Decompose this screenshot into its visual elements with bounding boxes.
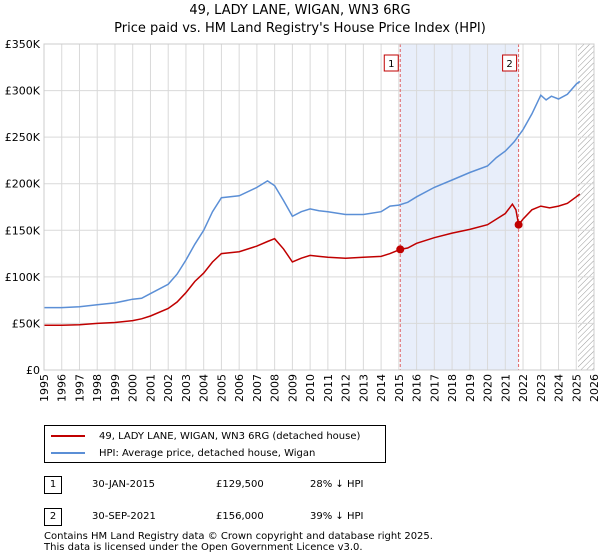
x-tick-label: 2007 — [251, 374, 264, 402]
x-tick-label: 1995 — [38, 374, 51, 402]
marker-2-box — [502, 54, 518, 72]
x-tick-label: 2003 — [180, 374, 193, 402]
x-tick-label: 2017 — [428, 374, 441, 402]
transaction-date: 30-JAN-2015 — [92, 479, 156, 490]
transactions-table: 1 30-JAN-2015 £129,500 28% ↓ HPI 2 30-SE… — [44, 476, 464, 540]
transaction-row: 2 30-SEP-2021 £156,000 39% ↓ HPI — [44, 508, 464, 530]
x-tick-label: 1996 — [56, 374, 69, 402]
y-tick-label: £0 — [26, 364, 40, 377]
legend-swatch-property — [51, 435, 85, 437]
marker-1-label: 1 — [388, 59, 394, 70]
x-tick-label: 2002 — [162, 374, 175, 402]
x-tick-label: 2014 — [375, 374, 388, 402]
transaction-hpi-diff: 28% ↓ HPI — [310, 479, 364, 490]
transaction-row: 1 30-JAN-2015 £129,500 28% ↓ HPI — [44, 476, 464, 498]
y-tick-label: £300K — [5, 85, 41, 98]
x-tick-label: 2018 — [446, 374, 459, 402]
sale-point-1 — [396, 245, 405, 254]
y-tick-label: £100K — [5, 271, 41, 284]
footer: Contains HM Land Registry data © Crown c… — [44, 531, 433, 553]
y-tick-label: £250K — [5, 131, 41, 144]
x-tick-label: 2016 — [411, 374, 424, 402]
legend-label-property: 49, LADY LANE, WIGAN, WN3 6RG (detached … — [99, 430, 361, 442]
footer-licence: This data is licensed under the Open Gov… — [44, 542, 363, 553]
transaction-number-badge: 1 — [44, 476, 62, 494]
transaction-price: £129,500 — [216, 479, 264, 490]
x-tick-label: 2010 — [304, 374, 317, 402]
x-tick-label: 2008 — [269, 374, 282, 402]
x-tick-label: 2009 — [286, 374, 299, 402]
hpi-line — [44, 80, 581, 309]
x-tick-label: 2025 — [570, 374, 583, 402]
legend-item-property: 49, LADY LANE, WIGAN, WN3 6RG (detached … — [51, 429, 360, 443]
x-tick-label: 2000 — [127, 374, 140, 402]
x-tick-label: 1997 — [73, 374, 86, 402]
x-tick-label: 2012 — [340, 374, 353, 402]
legend-item-hpi: HPI: Average price, detached house, Wiga… — [51, 446, 315, 460]
legend: 49, LADY LANE, WIGAN, WN3 6RG (detached … — [44, 425, 386, 463]
transaction-price: £156,000 — [216, 511, 264, 522]
marker-2-label: 2 — [506, 59, 512, 70]
y-tick-label: £150K — [5, 224, 41, 237]
x-tick-label: 2023 — [535, 374, 548, 402]
y-tick-label: £200K — [5, 178, 41, 191]
legend-swatch-hpi — [51, 452, 85, 454]
y-tick-label: £350K — [5, 38, 41, 51]
x-tick-label: 2015 — [393, 374, 406, 402]
x-tick-label: 2001 — [144, 374, 157, 402]
x-tick-label: 2011 — [322, 374, 335, 402]
x-tick-label: 2019 — [464, 374, 477, 402]
transaction-number-badge: 2 — [44, 508, 62, 526]
legend-label-hpi: HPI: Average price, detached house, Wiga… — [99, 447, 316, 459]
forecast-hatch — [578, 44, 594, 370]
transaction-date: 30-SEP-2021 — [92, 511, 156, 522]
chart-title: 49, LADY LANE, WIGAN, WN3 6RG — [189, 3, 411, 18]
chart-area: £0 £50K £100K £150K £200K £250K £300K £350K 1995… — [5, 38, 600, 402]
x-tick-label: 2024 — [553, 374, 566, 402]
plot-border — [43, 43, 595, 371]
y-tick-label: £50K — [12, 317, 41, 330]
x-tick-label: 2004 — [198, 374, 211, 402]
transaction-hpi-diff: 39% ↓ HPI — [310, 511, 364, 522]
x-tick-label: 1998 — [91, 374, 104, 402]
x-tick-label: 2021 — [499, 374, 512, 402]
footer-copyright: Contains HM Land Registry data © Crown c… — [44, 531, 433, 542]
chart-subtitle: Price paid vs. HM Land Registry's House … — [114, 21, 486, 36]
x-tick-label: 2006 — [233, 374, 246, 402]
x-tick-label: 2022 — [517, 374, 530, 402]
marker-1-box — [383, 54, 399, 72]
x-tick-label: 2026 — [588, 374, 600, 402]
x-tick-label: 2013 — [357, 374, 370, 402]
x-tick-label: 2020 — [482, 374, 495, 402]
highlight-band — [400, 44, 519, 370]
sale-point-2 — [514, 220, 523, 229]
x-tick-label: 1999 — [109, 374, 122, 402]
x-tick-label: 2005 — [215, 374, 228, 402]
